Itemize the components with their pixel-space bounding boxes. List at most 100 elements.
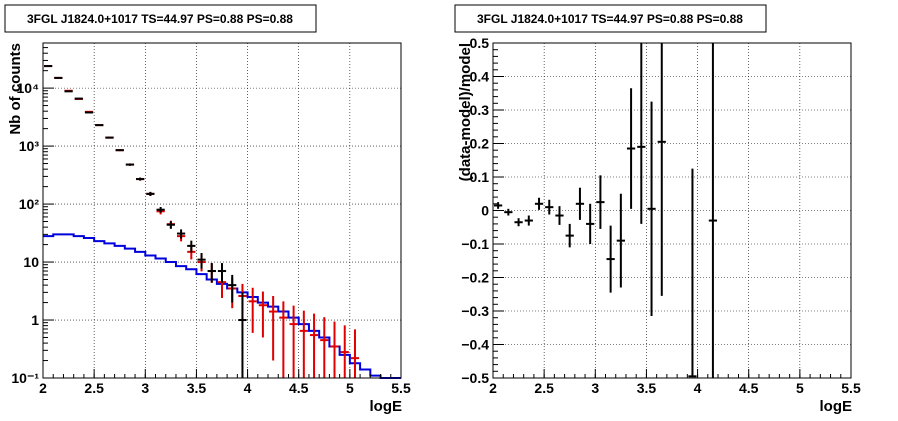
data-point <box>228 274 237 303</box>
data-point <box>136 177 145 181</box>
x-tick-label: 2 <box>39 380 47 396</box>
y-tick-label: 10² <box>19 196 40 212</box>
data-point <box>187 240 196 253</box>
residual-point <box>637 43 646 224</box>
y-tick-label: 0.4 <box>470 69 490 85</box>
y-tick-label: 0.1 <box>470 169 490 185</box>
chart-title: 3FGL J1824.0+1017 TS=44.97 PS=0.88 PS=0.… <box>27 12 293 26</box>
y-tick-label: −0.5 <box>461 370 489 386</box>
x-tick-label: 5.5 <box>391 380 411 396</box>
residual-point <box>575 187 585 220</box>
residual-point <box>606 225 615 293</box>
residual-point <box>596 175 605 229</box>
data-point <box>238 292 247 378</box>
data-series <box>44 65 247 378</box>
model-point <box>330 321 339 378</box>
data-point <box>105 136 114 139</box>
y-tick-label: −0.1 <box>461 236 489 252</box>
plot-frame <box>492 42 852 379</box>
x-axis-ticks: 2 2.5 3 3.5 4 4.5 5 5.5 <box>489 369 861 396</box>
residual-point <box>555 206 564 225</box>
residual-point <box>586 203 595 244</box>
y-tick-label: 10⁴ <box>17 80 40 96</box>
data-point <box>166 221 175 229</box>
title-box: 3FGL J1824.0+1017 TS=44.97 PS=0.88 PS=0.… <box>454 4 767 33</box>
residual-point <box>657 43 666 296</box>
data-point <box>115 149 124 152</box>
residual-series <box>494 43 718 378</box>
y-axis-ticks: 10⁻¹ 1 10 10² 10³ 10⁴ <box>11 42 54 386</box>
x-tick-label: 5.5 <box>841 380 861 396</box>
y-tick-label: 0 <box>481 203 489 219</box>
residual-point <box>708 43 718 378</box>
y-axis-ticks: −0.5 −0.4 −0.3 −0.2 −0.1 0 0.1 0.2 0.3 0.4 0.5 <box>461 35 504 386</box>
x-axis-ticks: 2 2.5 3 3.5 4 4.5 5 5.5 <box>39 369 411 396</box>
residual-point <box>688 168 697 378</box>
x-tick-label: 5 <box>346 380 354 396</box>
residuals-panel: 2 2.5 3 3.5 4 4.5 5 5.5 −0.5 −0.4 −0.3 −0.2 −0.1 0 0.… <box>454 4 861 415</box>
x-tick-label: 3 <box>591 380 599 396</box>
residual-point <box>545 199 554 215</box>
title-box-frame <box>4 4 317 33</box>
data-point <box>125 163 135 166</box>
model-point <box>289 305 298 378</box>
y-tick-label: −0.4 <box>461 337 489 353</box>
y-tick-label: −0.3 <box>461 303 489 319</box>
y-tick-label: 10³ <box>19 138 40 154</box>
grid-lines <box>493 43 851 378</box>
data-point <box>176 229 186 239</box>
y-tick-label: 0.2 <box>470 136 490 152</box>
data-point <box>207 263 216 283</box>
data-point <box>156 207 165 213</box>
y-tick-label: 10⁻¹ <box>11 370 39 386</box>
model-point <box>309 313 319 378</box>
x-tick-label: 4 <box>694 380 702 396</box>
data-point <box>217 263 227 283</box>
x-tick-label: 3.5 <box>187 380 207 396</box>
x-tick-label: 5 <box>796 380 804 396</box>
residual-point <box>616 193 625 288</box>
x-axis-title: logE <box>370 398 403 415</box>
residual-point <box>494 202 503 209</box>
x-axis-title: logE <box>820 398 853 415</box>
residual-point <box>524 215 533 226</box>
residual-point <box>504 208 513 216</box>
model-point <box>248 287 257 333</box>
residual-point <box>647 101 656 317</box>
title-box: 3FGL J1824.0+1017 TS=44.97 PS=0.88 PS=0.… <box>4 4 317 33</box>
x-tick-label: 3.5 <box>637 380 657 396</box>
residual-point <box>534 197 544 210</box>
component-step-line <box>43 233 401 379</box>
model-point <box>350 329 360 378</box>
title-box-frame <box>454 4 767 33</box>
y-tick-label: 10 <box>23 254 39 270</box>
x-tick-label: 3 <box>141 380 149 396</box>
model-point <box>279 301 288 378</box>
grid-lines <box>43 43 401 378</box>
x-tick-label: 2.5 <box>84 380 104 396</box>
x-tick-label: 4.5 <box>739 380 759 396</box>
model-point <box>340 325 349 378</box>
model-point <box>320 317 329 378</box>
component-series <box>43 233 401 379</box>
residual-point <box>565 223 574 248</box>
plot-frame <box>42 42 402 379</box>
counts-panel: 2 2.5 3 3.5 4 4.5 5 5.5 10⁻¹ 1 10 10² 10³ 10⁴ logE N… <box>4 4 411 415</box>
y-axis-title: (data-model)/model <box>457 43 474 181</box>
data-point <box>64 90 73 93</box>
y-tick-label: −0.2 <box>461 270 489 286</box>
chart-title: 3FGL J1824.0+1017 TS=44.97 PS=0.88 PS=0.… <box>477 12 743 26</box>
data-point <box>84 111 94 114</box>
y-axis-title: Nb of counts <box>7 43 24 135</box>
y-tick-label: 0.3 <box>470 102 490 118</box>
residual-point <box>626 88 636 209</box>
model-point <box>258 291 268 338</box>
y-tick-label: 0.5 <box>470 35 490 51</box>
data-point <box>197 253 206 269</box>
x-tick-label: 2.5 <box>534 380 554 396</box>
data-point <box>146 191 155 196</box>
data-point <box>74 97 83 100</box>
x-tick-label: 4 <box>244 380 252 396</box>
data-point <box>95 124 104 127</box>
